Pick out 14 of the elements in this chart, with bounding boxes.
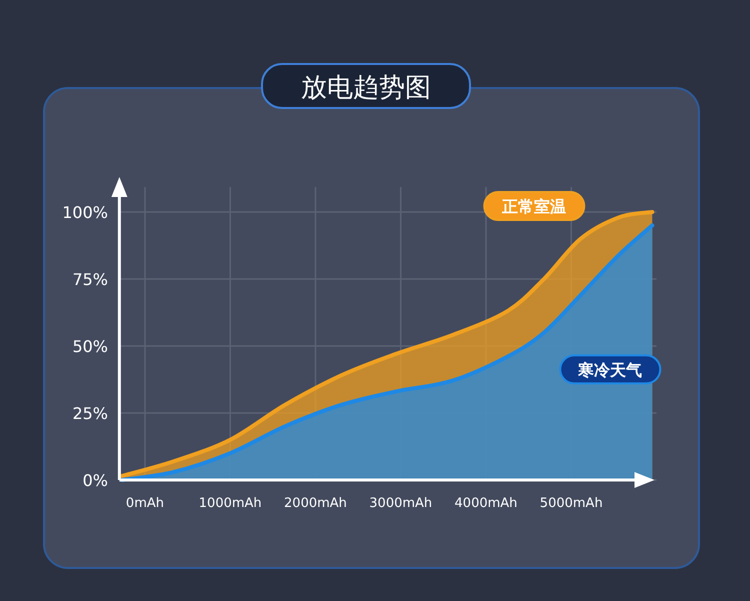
y-tick-label: 50% <box>72 337 108 356</box>
chart-title: 放电趋势图 <box>301 73 431 103</box>
x-tick-label: 5000mAh <box>540 496 603 511</box>
x-tick-label: 0mAh <box>126 496 164 511</box>
series-label: 寒冷天气 <box>577 360 642 380</box>
x-tick-label: 2000mAh <box>284 496 347 511</box>
x-tick-label: 3000mAh <box>369 496 432 511</box>
x-tick-label: 4000mAh <box>454 496 518 511</box>
y-tick-label: 75% <box>72 270 108 289</box>
y-tick-label: 25% <box>72 404 108 423</box>
series-label: 正常室温 <box>501 197 566 216</box>
x-tick-label: 1000mAh <box>198 496 262 511</box>
y-tick-label: 100% <box>62 203 108 222</box>
y-tick-label: 0% <box>82 471 108 490</box>
